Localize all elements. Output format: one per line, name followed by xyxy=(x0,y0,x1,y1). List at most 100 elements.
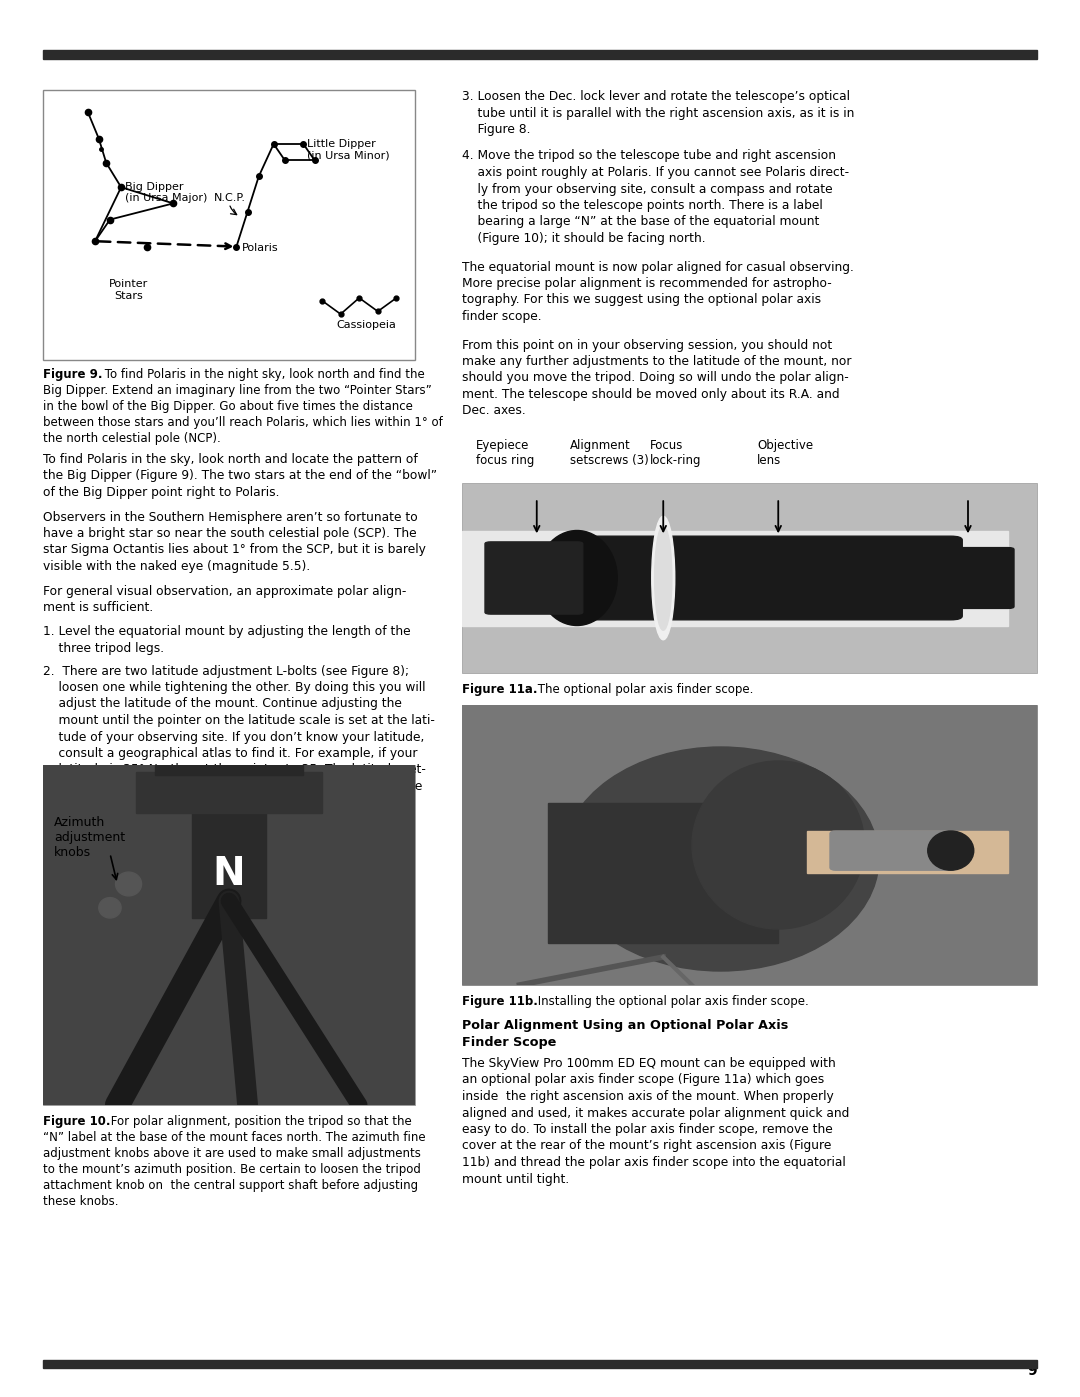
Text: axis point roughly at Polaris. If you cannot see Polaris direct-: axis point roughly at Polaris. If you ca… xyxy=(462,166,849,179)
Text: ly from your observing site, consult a compass and rotate: ly from your observing site, consult a c… xyxy=(462,183,833,196)
Text: Focus
lock-ring: Focus lock-ring xyxy=(650,439,702,467)
Text: ment. The telescope should be moved only about its R.A. and: ment. The telescope should be moved only… xyxy=(462,388,839,401)
Text: Little Dipper
(in Ursa Minor): Little Dipper (in Ursa Minor) xyxy=(307,138,390,161)
Text: bearing a large “N” at the base of the equatorial mount: bearing a large “N” at the base of the e… xyxy=(462,215,820,229)
Text: to a different viewing location some distance away.: to a different viewing location some dis… xyxy=(43,796,374,809)
Text: Big Dipper. Extend an imaginary line from the two “Pointer Stars”: Big Dipper. Extend an imaginary line fro… xyxy=(43,384,432,397)
Text: cover at the rear of the mount’s right ascension axis (Figure: cover at the rear of the mount’s right a… xyxy=(462,1140,832,1153)
Text: For general visual observation, an approximate polar align-: For general visual observation, an appro… xyxy=(43,584,406,598)
Text: have a bright star so near the south celestial pole (SCP). The: have a bright star so near the south cel… xyxy=(43,527,417,541)
Circle shape xyxy=(116,872,141,895)
Bar xyxy=(43,1361,1037,1368)
Text: Pointer
Stars: Pointer Stars xyxy=(109,279,148,300)
Text: these knobs.: these knobs. xyxy=(43,1194,119,1208)
Text: Polaris: Polaris xyxy=(242,243,279,253)
Text: 11b) and thread the polar axis finder scope into the equatorial: 11b) and thread the polar axis finder sc… xyxy=(462,1155,846,1169)
Text: Polar Alignment Using an Optional Polar Axis: Polar Alignment Using an Optional Polar … xyxy=(462,1018,788,1032)
Text: mount until the pointer on the latitude scale is set at the lati-: mount until the pointer on the latitude … xyxy=(43,714,435,726)
Ellipse shape xyxy=(563,747,879,971)
Bar xyxy=(462,705,1037,985)
Text: Figure 11a.: Figure 11a. xyxy=(462,683,538,696)
Text: From this point on in your observing session, you should not: From this point on in your observing ses… xyxy=(462,338,833,352)
Text: mount until tight.: mount until tight. xyxy=(462,1172,569,1186)
Text: Alignment
setscrews (3): Alignment setscrews (3) xyxy=(570,439,649,467)
Text: N: N xyxy=(213,855,245,893)
Text: Dec. axes.: Dec. axes. xyxy=(462,405,526,418)
Text: the north celestial pole (NCP).: the north celestial pole (NCP). xyxy=(43,432,220,446)
Text: More precise polar alignment is recommended for astropho-: More precise polar alignment is recommen… xyxy=(462,277,832,291)
Text: loosen one while tightening the other. By doing this you will: loosen one while tightening the other. B… xyxy=(43,680,426,694)
Text: adjust the latitude of the mount. Continue adjusting the: adjust the latitude of the mount. Contin… xyxy=(43,697,402,711)
Text: The equatorial mount is now polar aligned for casual observing.: The equatorial mount is now polar aligne… xyxy=(462,260,854,274)
Text: in the bowl of the Big Dipper. Go about five times the distance: in the bowl of the Big Dipper. Go about … xyxy=(43,400,413,414)
Text: Azimuth
adjustment
knobs: Azimuth adjustment knobs xyxy=(54,816,125,859)
Text: ting should not have to be adjusted again unless you move: ting should not have to be adjusted agai… xyxy=(43,780,422,793)
Text: latitude is 35° North, set the pointer to 35. The latitude set-: latitude is 35° North, set the pointer t… xyxy=(43,764,426,777)
Text: between those stars and you’ll reach Polaris, which lies within 1° of: between those stars and you’ll reach Pol… xyxy=(43,416,443,429)
FancyBboxPatch shape xyxy=(485,542,583,615)
Text: Finder Scope: Finder Scope xyxy=(462,1037,556,1049)
Bar xyxy=(462,531,1009,626)
Text: Figure 8.: Figure 8. xyxy=(462,123,530,136)
Text: The SkyView Pro 100mm ED EQ mount can be equipped with: The SkyView Pro 100mm ED EQ mount can be… xyxy=(462,1058,836,1070)
Text: consult a geographical atlas to find it. For example, if your: consult a geographical atlas to find it.… xyxy=(43,747,418,760)
Text: an optional polar axis finder scope (Figure 11a) which goes: an optional polar axis finder scope (Fig… xyxy=(462,1073,824,1087)
Text: finder scope.: finder scope. xyxy=(462,310,542,323)
Bar xyxy=(807,831,1009,873)
Text: adjustment knobs above it are used to make small adjustments: adjustment knobs above it are used to ma… xyxy=(43,1147,421,1160)
Text: tude of your observing site. If you don’t know your latitude,: tude of your observing site. If you don’… xyxy=(43,731,424,743)
Text: tography. For this we suggest using the optional polar axis: tography. For this we suggest using the … xyxy=(462,293,821,306)
Text: Figure 9.: Figure 9. xyxy=(43,367,103,381)
Text: the Big Dipper (Figure 9). The two stars at the end of the “bowl”: the Big Dipper (Figure 9). The two stars… xyxy=(43,469,437,482)
Bar xyxy=(462,483,1037,673)
Ellipse shape xyxy=(692,761,864,929)
Circle shape xyxy=(98,898,121,918)
Bar xyxy=(43,766,415,1105)
Bar xyxy=(192,799,266,918)
Text: easy to do. To install the polar axis finder scope, remove the: easy to do. To install the polar axis fi… xyxy=(462,1123,833,1136)
Text: three tripod legs.: three tripod legs. xyxy=(43,643,164,655)
Text: Cassiopeia: Cassiopeia xyxy=(337,320,396,330)
Text: For polar alignment, position the tripod so that the: For polar alignment, position the tripod… xyxy=(107,1115,411,1127)
Text: (Figure 10); it should be facing north.: (Figure 10); it should be facing north. xyxy=(462,232,705,244)
Text: Observers in the Southern Hemisphere aren’t so fortunate to: Observers in the Southern Hemisphere are… xyxy=(43,510,418,524)
Text: Eyepiece
focus ring: Eyepiece focus ring xyxy=(476,439,535,467)
Ellipse shape xyxy=(654,525,672,630)
Text: 9: 9 xyxy=(1027,1363,1037,1377)
Text: star Sigma Octantis lies about 1° from the SCP, but it is barely: star Sigma Octantis lies about 1° from t… xyxy=(43,543,426,556)
Text: To find Polaris in the night sky, look north and find the: To find Polaris in the night sky, look n… xyxy=(102,367,424,381)
Text: should you move the tripod. Doing so will undo the polar align-: should you move the tripod. Doing so wil… xyxy=(462,372,849,384)
Text: to the mount’s azimuth position. Be certain to loosen the tripod: to the mount’s azimuth position. Be cert… xyxy=(43,1162,421,1176)
Text: Objective
lens: Objective lens xyxy=(757,439,813,467)
Text: N.C.P.: N.C.P. xyxy=(214,193,246,203)
Ellipse shape xyxy=(537,531,618,626)
FancyBboxPatch shape xyxy=(916,548,1014,609)
Text: “N” label at the base of the mount faces north. The azimuth fine: “N” label at the base of the mount faces… xyxy=(43,1132,426,1144)
Text: of the Big Dipper point right to Polaris.: of the Big Dipper point right to Polaris… xyxy=(43,486,280,499)
Ellipse shape xyxy=(928,831,974,870)
Ellipse shape xyxy=(651,517,675,640)
Text: 4. Move the tripod so the telescope tube and right ascension: 4. Move the tripod so the telescope tube… xyxy=(462,149,836,162)
FancyBboxPatch shape xyxy=(831,831,957,870)
Text: Installing the optional polar axis finder scope.: Installing the optional polar axis finde… xyxy=(534,995,809,1009)
Text: 3. Loosen the Dec. lock lever and rotate the telescope’s optical: 3. Loosen the Dec. lock lever and rotate… xyxy=(462,89,850,103)
Text: Big Dipper
(in Ursa Major): Big Dipper (in Ursa Major) xyxy=(125,182,207,204)
Text: Figure 11b.: Figure 11b. xyxy=(462,995,538,1009)
FancyBboxPatch shape xyxy=(566,536,962,620)
Text: make any further adjustments to the latitude of the mount, nor: make any further adjustments to the lati… xyxy=(462,355,851,367)
Text: Figure 10.: Figure 10. xyxy=(43,1115,110,1127)
Bar xyxy=(154,766,303,775)
Bar xyxy=(43,50,1037,59)
Text: tube until it is parallel with the right ascension axis, as it is in: tube until it is parallel with the right… xyxy=(462,106,854,120)
Text: the tripod so the telescope points north. There is a label: the tripod so the telescope points north… xyxy=(462,198,823,212)
Text: attachment knob on  the central support shaft before adjusting: attachment knob on the central support s… xyxy=(43,1179,418,1192)
Bar xyxy=(136,771,322,813)
Text: aligned and used, it makes accurate polar alignment quick and: aligned and used, it makes accurate pola… xyxy=(462,1106,849,1119)
Text: visible with the naked eye (magnitude 5.5).: visible with the naked eye (magnitude 5.… xyxy=(43,560,310,573)
Text: 2.  There are two latitude adjustment L-bolts (see Figure 8);: 2. There are two latitude adjustment L-b… xyxy=(43,665,409,678)
Text: To find Polaris in the sky, look north and locate the pattern of: To find Polaris in the sky, look north a… xyxy=(43,453,418,467)
Text: 1. Level the equatorial mount by adjusting the length of the: 1. Level the equatorial mount by adjusti… xyxy=(43,626,410,638)
Bar xyxy=(549,803,779,943)
Text: ment is sufficient.: ment is sufficient. xyxy=(43,601,153,615)
Text: The optional polar axis finder scope.: The optional polar axis finder scope. xyxy=(534,683,754,696)
